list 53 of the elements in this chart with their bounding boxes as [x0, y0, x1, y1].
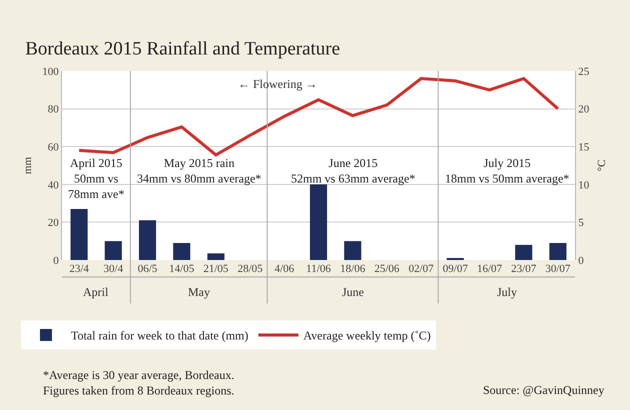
y-tick-label: 20 [48, 217, 60, 230]
bar [310, 184, 328, 260]
x-tick-label: 11/06 [306, 263, 332, 275]
x-tick-label: 14/05 [169, 263, 195, 275]
legend-label: Average weekly temp (˚C) [303, 328, 431, 343]
x-tick-label: 30/4 [104, 263, 124, 275]
y2-tick-label: 15 [578, 141, 590, 154]
y-tick-label: 0 [53, 254, 60, 267]
bar [515, 244, 532, 260]
x-tick-label: 30/07 [545, 263, 571, 275]
annotation: July 2015 18mm vs 50mm average* [445, 156, 570, 186]
y-tick-label: 100 [42, 66, 60, 78]
text: May [188, 285, 210, 299]
x-tick-label: 02/07 [408, 263, 434, 275]
y2-tick-label: 5 [578, 217, 584, 230]
bar [549, 242, 566, 260]
annotation: May 2015 rain 34mm vs 80mm average* [137, 156, 262, 186]
text: *Average is 30 year average, Bordeaux. Figures taken from 8 Bordeaux regions. [43, 368, 234, 398]
bar [104, 241, 122, 260]
x-tick-label: 4/06 [274, 263, 295, 275]
annotation: ← Flowering → [238, 77, 318, 91]
bar [173, 242, 190, 260]
y-axis-title: mm [22, 156, 34, 174]
y-tick-label: 40 [48, 179, 60, 192]
y2-tick-label: 20 [578, 104, 590, 116]
annotation: April 2015 50mm vs 78mm ave* [68, 156, 124, 202]
x-tick-label: 28/05 [238, 263, 264, 275]
bar [70, 208, 88, 260]
x-tick-label: 25/06 [374, 263, 400, 275]
text: April [83, 285, 109, 299]
bar [207, 253, 224, 260]
y2-axis-title: °C [596, 160, 608, 172]
y2-tick-label: 10 [578, 179, 590, 192]
line-series [78, 77, 560, 156]
x-tick-label: 06/5 [138, 263, 158, 275]
legend-label: Total rain for week to that date (mm) [70, 328, 248, 343]
bar [138, 220, 156, 260]
y2-tick-label: 0 [578, 254, 584, 267]
source-note: Source: @GavinQuinney [483, 383, 604, 397]
text: June [342, 285, 364, 299]
x-tick-label: 09/07 [442, 263, 468, 275]
annotation: June 2015 52mm vs 63mm average* [291, 156, 416, 186]
x-tick-label: 16/07 [476, 263, 503, 275]
x-tick-label: 23/07 [511, 263, 537, 275]
y2-tick-label: 25 [578, 66, 590, 78]
y-tick-label: 80 [48, 104, 60, 116]
x-tick-label: 18/06 [340, 263, 366, 275]
y-tick-label: 60 [48, 141, 60, 154]
x-tick-label: 23/4 [69, 263, 90, 275]
bar [344, 241, 362, 260]
x-tick-label: 21/05 [203, 263, 229, 275]
text: July [497, 285, 518, 299]
chart-title: Bordeaux 2015 Rainfall and Temperature [25, 38, 340, 60]
